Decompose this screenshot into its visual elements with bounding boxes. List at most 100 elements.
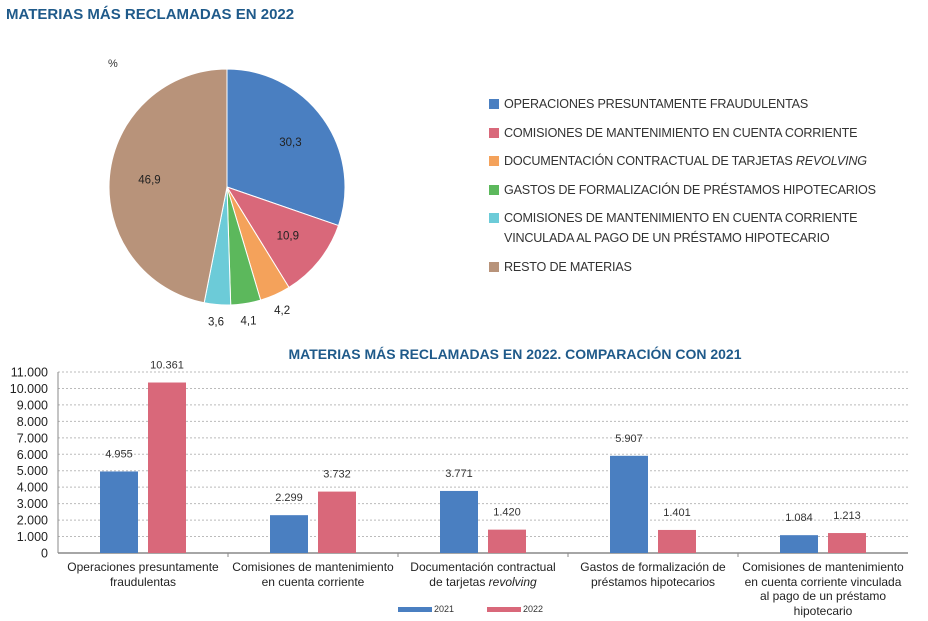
pie-chart-title: MATERIAS MÁS RECLAMADAS EN 2022 <box>6 6 295 23</box>
y-tick-label: 9.000 <box>17 398 48 412</box>
legend-item: COMISIONES DE MANTENIMIENTO EN CUENTA CO… <box>489 208 924 248</box>
y-tick-label: 8.000 <box>17 415 48 429</box>
category-text: Comisiones de mantenimiento <box>742 560 904 574</box>
bar-chart-title: MATERIAS MÁS RECLAMADAS EN 2022. COMPARA… <box>288 346 742 362</box>
legend-label: OPERACIONES PRESUNTAMENTE FRAUDULENTAS <box>504 94 808 114</box>
legend-label: GASTOS DE FORMALIZACIÓN DE PRÉSTAMOS HIP… <box>504 180 876 200</box>
legend-swatch <box>489 156 499 166</box>
bar-2022 <box>658 529 696 553</box>
category-text: de tarjetas <box>429 574 489 589</box>
category-text-italic: revolving <box>488 574 537 589</box>
legend-swatch <box>489 127 499 138</box>
bar-data-label: 1.401 <box>663 507 691 519</box>
bar-2021 <box>100 471 138 553</box>
category-line: Comisiones de mantenimiento <box>738 560 908 575</box>
pie-slice <box>225 186 340 289</box>
pie-data-label: 3,6 <box>208 317 224 329</box>
bar-data-label: 10.361 <box>150 360 184 372</box>
category-text: préstamos hipotecarios <box>590 574 716 589</box>
category-text: en cuenta corriente vinculada <box>744 574 902 589</box>
pie-data-label: 10,9 <box>277 231 299 243</box>
category-line: préstamos hipotecarios <box>568 575 738 590</box>
pie-data-label: 46,9 <box>138 174 160 186</box>
category-line: fraudulentas <box>58 575 228 590</box>
y-tick-label: 5.000 <box>17 464 48 478</box>
category-line: en cuenta corriente vinculada <box>738 575 908 590</box>
legend-item: GASTOS DE FORMALIZACIÓN DE PRÉSTAMOS HIP… <box>489 180 924 200</box>
category-text: al pago de un préstamo <box>759 589 887 603</box>
category-line: hipotecario <box>738 604 908 619</box>
bar-2022 <box>148 382 186 553</box>
pie-data-label: 4,2 <box>274 305 290 317</box>
legend-text: COMISIONES DE MANTENIMIENTO EN CUENTA CO… <box>504 125 858 140</box>
legend-item: RESTO DE MATERIAS <box>489 257 924 277</box>
legend-swatch <box>489 99 499 109</box>
y-tick-label: 10.000 <box>10 382 48 396</box>
legend-swatch <box>487 606 521 612</box>
bar-data-label: 1.420 <box>493 507 521 519</box>
pie-slice <box>108 68 228 304</box>
category-line: en cuenta corriente <box>228 575 398 590</box>
legend-text: OPERACIONES PRESUNTAMENTE FRAUDULENTAS <box>504 97 809 111</box>
y-tick-label: 7.000 <box>17 431 48 445</box>
bar-2022 <box>488 529 526 553</box>
legend-swatch <box>489 261 499 272</box>
legend-swatch <box>489 184 499 195</box>
y-tick-label: 4.000 <box>17 481 48 495</box>
category-line: Operaciones presuntamente <box>58 560 228 575</box>
legend-item: OPERACIONES PRESUNTAMENTE FRAUDULENTAS <box>489 94 924 114</box>
x-category-label: Comisiones de mantenimiento en cuenta cor… <box>738 560 908 618</box>
y-tick-label: 11.000 <box>11 366 48 380</box>
legend-label: COMISIONES DE MANTENIMIENTO EN CUENTA CO… <box>504 123 857 143</box>
bar-2021 <box>440 490 478 553</box>
pie-slice <box>226 68 346 227</box>
category-line: Gastos de formalización de <box>568 560 738 575</box>
legend-label: COMISIONES DE MANTENIMIENTO EN CUENTA CO… <box>504 208 924 248</box>
category-line: Documentación contractual <box>398 560 568 575</box>
category-text: fraudulentas <box>109 574 177 589</box>
legend-label: RESTO DE MATERIAS <box>504 257 632 277</box>
y-tick-label: 6.000 <box>17 448 48 462</box>
bar-2022 <box>318 491 356 553</box>
legend-text: GASTOS DE FORMALIZACIÓN DE PRÉSTAMOS HIP… <box>504 182 876 197</box>
bar-2021 <box>610 455 648 553</box>
legend-text: DOCUMENTACIÓN CONTRACTUAL DE TARJETAS <box>504 154 796 168</box>
legend-swatch <box>489 213 499 223</box>
legend-text-italic: REVOLVING <box>795 154 867 168</box>
pie-unit-label: % <box>108 58 118 70</box>
y-tick-label: 1.000 <box>17 530 48 544</box>
category-text: en cuenta corriente <box>261 574 365 589</box>
bar-data-label: 1.084 <box>785 512 813 524</box>
bar-data-label: 1.213 <box>833 510 861 522</box>
category-line: al pago de un préstamo <box>738 589 908 604</box>
x-category-label: Comisiones de mantenimiento en cuenta cor… <box>228 560 398 589</box>
category-text: Comisiones de mantenimiento <box>232 560 394 574</box>
legend-label: 2021 <box>434 604 455 614</box>
category-text: Documentación contractual <box>410 560 556 574</box>
y-tick-label: 2.000 <box>17 514 48 528</box>
x-category-label: Operaciones presuntamente fraudulentas <box>58 560 228 589</box>
category-line: de tarjetas revolving <box>398 575 568 590</box>
pie-data-label: 30,3 <box>279 137 301 149</box>
category-text: hipotecario <box>793 603 853 618</box>
bar-2022 <box>828 533 866 553</box>
legend-swatch <box>398 606 432 612</box>
bar-data-label: 4.955 <box>105 448 133 460</box>
category-line: Comisiones de mantenimiento <box>228 560 398 575</box>
category-text: Gastos de formalización de <box>580 560 726 574</box>
bar-data-label: 3.771 <box>445 468 473 480</box>
legend-item: COMISIONES DE MANTENIMIENTO EN CUENTA CO… <box>489 123 924 143</box>
legend-label: 2022 <box>523 604 544 614</box>
legend-item-2022: 2022 <box>487 604 543 614</box>
legend-text: RESTO DE MATERIAS <box>504 259 632 274</box>
y-tick-label: 3.000 <box>17 497 48 511</box>
pie-legend: OPERACIONES PRESUNTAMENTE FRAUDULENTAS CO… <box>489 94 924 285</box>
y-tick-label: 0 <box>41 547 48 561</box>
bar-data-label: 2.299 <box>275 492 303 504</box>
bar-data-label: 3.732 <box>323 469 351 481</box>
bar-2021 <box>780 535 818 553</box>
bar-2021 <box>270 515 308 553</box>
legend-item-2021: 2021 <box>398 604 454 614</box>
